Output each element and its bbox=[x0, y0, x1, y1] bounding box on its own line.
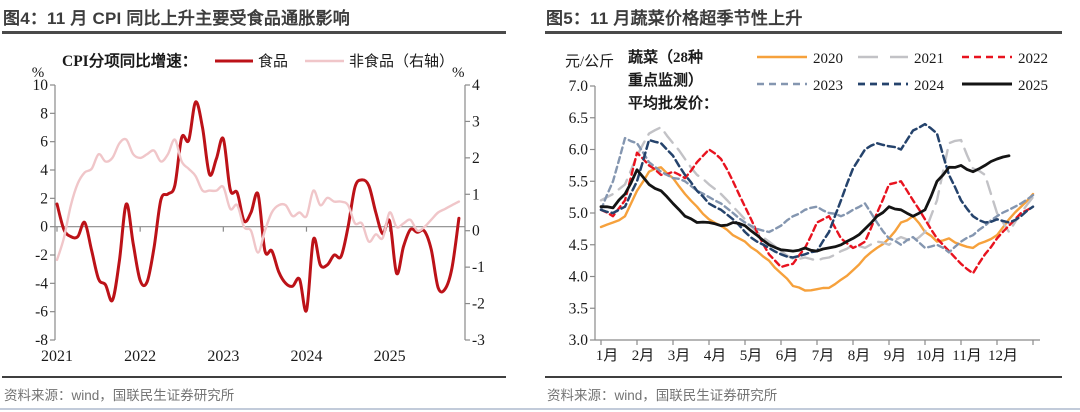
chart-text: 2020 bbox=[813, 51, 843, 67]
chart-text: 4月 bbox=[704, 348, 727, 364]
chart-text: 元/公斤 bbox=[565, 53, 614, 70]
bottom-divider bbox=[0, 408, 1080, 410]
chart-text: 2 bbox=[40, 190, 48, 207]
figure4-panel: 图4：11 月 CPI 同比上升主要受食品通胀影响 10 8 6 4 2 0 -2 -4 -6-… bbox=[2, 9, 506, 403]
series-y2022 bbox=[599, 148, 1035, 275]
chart-text: 7.0 bbox=[569, 78, 589, 95]
figure4-title-rule bbox=[2, 31, 506, 34]
chart-text: 2024 bbox=[914, 78, 945, 94]
chart-text: 6 bbox=[40, 134, 48, 151]
chart-text: -2 bbox=[35, 247, 48, 264]
chart-text: 8月 bbox=[848, 348, 871, 364]
chart-text: 2024 bbox=[290, 348, 322, 365]
series-y2023 bbox=[599, 136, 1035, 254]
chart-text: 6.0 bbox=[569, 142, 589, 159]
chart-text: -1 bbox=[472, 259, 485, 276]
chart-text: 11月 bbox=[952, 348, 981, 364]
chart-text: CPI分项同比增速： bbox=[62, 51, 197, 70]
chart-text: 8 bbox=[40, 105, 48, 122]
chart-text: 非食品（右轴） bbox=[349, 53, 454, 70]
chart-text: -4 bbox=[35, 275, 48, 292]
chart-text: 2月 bbox=[632, 348, 655, 364]
chart-text: 3.0 bbox=[569, 332, 589, 349]
figure5-source: 资料来源：wind，国联民生证券研究所 bbox=[547, 388, 778, 403]
chart-text: 5.5 bbox=[569, 173, 589, 190]
chart-text: -8 bbox=[35, 332, 48, 349]
chart-text: 4 bbox=[472, 77, 480, 94]
chart-text: 4 bbox=[40, 162, 48, 179]
chart-text: 3月 bbox=[668, 348, 691, 364]
chart-text: 5月 bbox=[740, 348, 763, 364]
tick-labels: 7.0 6.5 6.0 5.5 5.0 4.5 4.0 3.5 3.0 1月 2月 3月 4月 5月 6月 7… bbox=[569, 78, 1018, 364]
chart-text: 12月 bbox=[988, 348, 1018, 364]
chart-text: 1 bbox=[472, 186, 480, 203]
legend: % % CPI分项同比增速： 食品 非食品（右轴） bbox=[32, 51, 465, 81]
series-food bbox=[55, 100, 461, 313]
chart-text: 2021 bbox=[41, 348, 73, 365]
chart-text: 2022 bbox=[124, 348, 156, 365]
figure5-title-rule bbox=[545, 31, 1062, 34]
chart-text: 2023 bbox=[813, 78, 843, 94]
chart-text: -2 bbox=[472, 296, 485, 313]
chart-text: 6.5 bbox=[569, 110, 589, 127]
figure4-source: 资料来源：wind，国联民生证券研究所 bbox=[4, 388, 235, 403]
chart-text: 4.0 bbox=[569, 269, 589, 286]
chart-text: % bbox=[452, 65, 465, 81]
series-non-food bbox=[55, 137, 461, 262]
chart-text: 食品 bbox=[258, 53, 288, 70]
chart-text: -6 bbox=[35, 304, 48, 321]
figure4-source-rule bbox=[2, 376, 506, 378]
chart-text: % bbox=[32, 65, 45, 81]
chart-text: 6月 bbox=[776, 348, 799, 364]
chart-text: 5.0 bbox=[569, 205, 589, 222]
series-y2025 bbox=[599, 154, 1011, 253]
chart-text: 3 bbox=[472, 113, 480, 130]
chart-text: 2023 bbox=[207, 348, 239, 365]
chart-text: 10月 bbox=[916, 348, 946, 364]
chart-text: 平均批发价： bbox=[628, 94, 718, 112]
chart-text: 1月 bbox=[596, 348, 619, 364]
chart-text: 2021 bbox=[914, 51, 944, 67]
series-y2020 bbox=[599, 166, 1035, 292]
chart-text: 2022 bbox=[1018, 51, 1048, 67]
chart-text: 2025 bbox=[374, 348, 406, 365]
chart-text: 0 bbox=[40, 219, 48, 236]
chart-text: -3 bbox=[472, 332, 485, 349]
chart-text: 10 bbox=[33, 77, 49, 94]
chart-text: 3.5 bbox=[569, 300, 589, 317]
series-y2021 bbox=[599, 126, 1035, 262]
chart-text: 0 bbox=[472, 223, 480, 240]
vegetable-price-chart: 7.0 6.5 6.0 5.5 5.0 4.5 4.0 3.5 3.0 1月 2月 3月 4月 5月 6月 7… bbox=[565, 48, 1048, 364]
chart-text: 2 bbox=[472, 150, 480, 167]
figure5-title: 图5：11 月蔬菜价格超季节性上升 bbox=[546, 9, 803, 28]
figure5-source-rule bbox=[545, 376, 1062, 378]
chart-text: 4.5 bbox=[569, 237, 589, 254]
chart-text: 9月 bbox=[884, 348, 907, 364]
chart-text: 重点监测） bbox=[628, 71, 703, 89]
figure5-panel: 图5：11 月蔬菜价格超季节性上升 7.0 6.5 6.0 5.5 5.0 4.5 4.0 3… bbox=[540, 0, 1080, 412]
series-y2024 bbox=[599, 122, 1035, 259]
chart-text: 2025 bbox=[1018, 78, 1048, 94]
figure4-title: 图4：11 月 CPI 同比上升主要受食品通胀影响 bbox=[3, 9, 350, 28]
chart-text: 蔬菜（28种 bbox=[628, 48, 703, 66]
axes bbox=[590, 85, 1040, 345]
chart-text: 7月 bbox=[812, 348, 835, 364]
